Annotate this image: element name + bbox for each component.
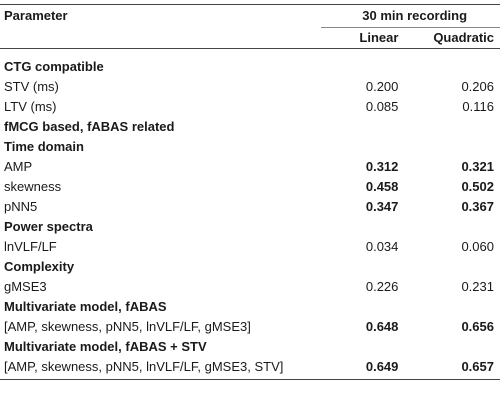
parameter-cell: STV (ms): [4, 79, 59, 94]
quadratic-value: 0.321: [461, 159, 494, 174]
parameter-cell: gMSE3: [4, 279, 47, 294]
section-label: Multivariate model, fABAS: [4, 299, 167, 314]
spacer-row: [0, 49, 500, 58]
parameter-cell: [AMP, skewness, pNN5, lnVLF/LF, gMSE3]: [4, 319, 251, 334]
parameter-header: Parameter: [0, 4, 322, 49]
header-row-models: Linear Quadratic: [0, 27, 500, 49]
parameter-cell: [AMP, skewness, pNN5, lnVLF/LF, gMSE3, S…: [0, 357, 322, 380]
section-label: CTG compatible: [4, 59, 104, 74]
section-row: fMCG based, fABAS related: [0, 117, 500, 137]
quadratic-value: 0.502: [461, 179, 494, 194]
table-row: AMP 0.312 0.321: [0, 157, 500, 177]
section-row: Complexity: [0, 257, 500, 277]
section-label: Power spectra: [4, 219, 93, 234]
linear-value: 0.312: [365, 159, 399, 174]
parameter-cell: lnVLF/LF: [4, 239, 57, 254]
linear-value: 0.347: [365, 199, 399, 214]
parameter-cell: LTV (ms): [4, 99, 57, 114]
quadratic-value: 0.231: [461, 279, 494, 294]
quadratic-value: 0.367: [461, 199, 494, 214]
linear-value: 0.649: [321, 357, 413, 380]
table-row: STV (ms) 0.200 0.206: [0, 77, 500, 97]
section-row: CTG compatible: [0, 57, 500, 77]
parameter-cell: AMP: [4, 159, 33, 174]
section-label: Complexity: [4, 259, 75, 274]
linear-value: 0.200: [365, 79, 399, 94]
section-label: Time domain: [4, 139, 84, 154]
linear-value: 0.458: [365, 179, 399, 194]
section-label: Multivariate model, fABAS + STV: [4, 339, 207, 354]
quadratic-value: 0.206: [461, 79, 494, 94]
table-row: pNN5 0.347 0.367: [0, 197, 500, 217]
parameter-cell: pNN5: [4, 199, 38, 214]
table-row: [AMP, skewness, pNN5, lnVLF/LF, gMSE3] 0.…: [0, 317, 500, 337]
linear-header: Linear: [321, 27, 413, 49]
table-row: [AMP, skewness, pNN5, lnVLF/LF, gMSE3, S…: [0, 357, 500, 380]
recording-group-header: 30 min recording: [321, 4, 500, 28]
section-row: Multivariate model, fABAS + STV: [0, 337, 500, 357]
section-row: Time domain: [0, 137, 500, 157]
table-row: LTV (ms) 0.085 0.116: [0, 97, 500, 117]
table-row: skewness 0.458 0.502: [0, 177, 500, 197]
quadratic-value: 0.116: [462, 99, 494, 114]
header-row-group: Parameter 30 min recording: [0, 4, 500, 49]
quadratic-value: 0.657: [412, 357, 500, 380]
quadratic-header: Quadratic: [412, 27, 500, 49]
results-table: Parameter 30 min recording Linear Quadra…: [0, 4, 500, 380]
section-row: Multivariate model, fABAS: [0, 297, 500, 317]
table-body: CTG compatible STV (ms) 0.200 0.206 LTV (ms)…: [0, 49, 500, 380]
section-row: Power spectra: [0, 217, 500, 237]
linear-value: 0.034: [365, 239, 399, 254]
table-row: gMSE3 0.226 0.231: [0, 277, 500, 297]
section-label: fMCG based, fABAS related: [4, 119, 175, 134]
table-row: lnVLF/LF 0.034 0.060: [0, 237, 500, 257]
quadratic-value: 0.656: [461, 319, 494, 334]
linear-value: 0.085: [365, 99, 399, 114]
linear-value: 0.226: [365, 279, 399, 294]
quadratic-value: 0.060: [461, 239, 494, 254]
linear-value: 0.648: [365, 319, 399, 334]
parameter-cell: skewness: [4, 179, 62, 194]
